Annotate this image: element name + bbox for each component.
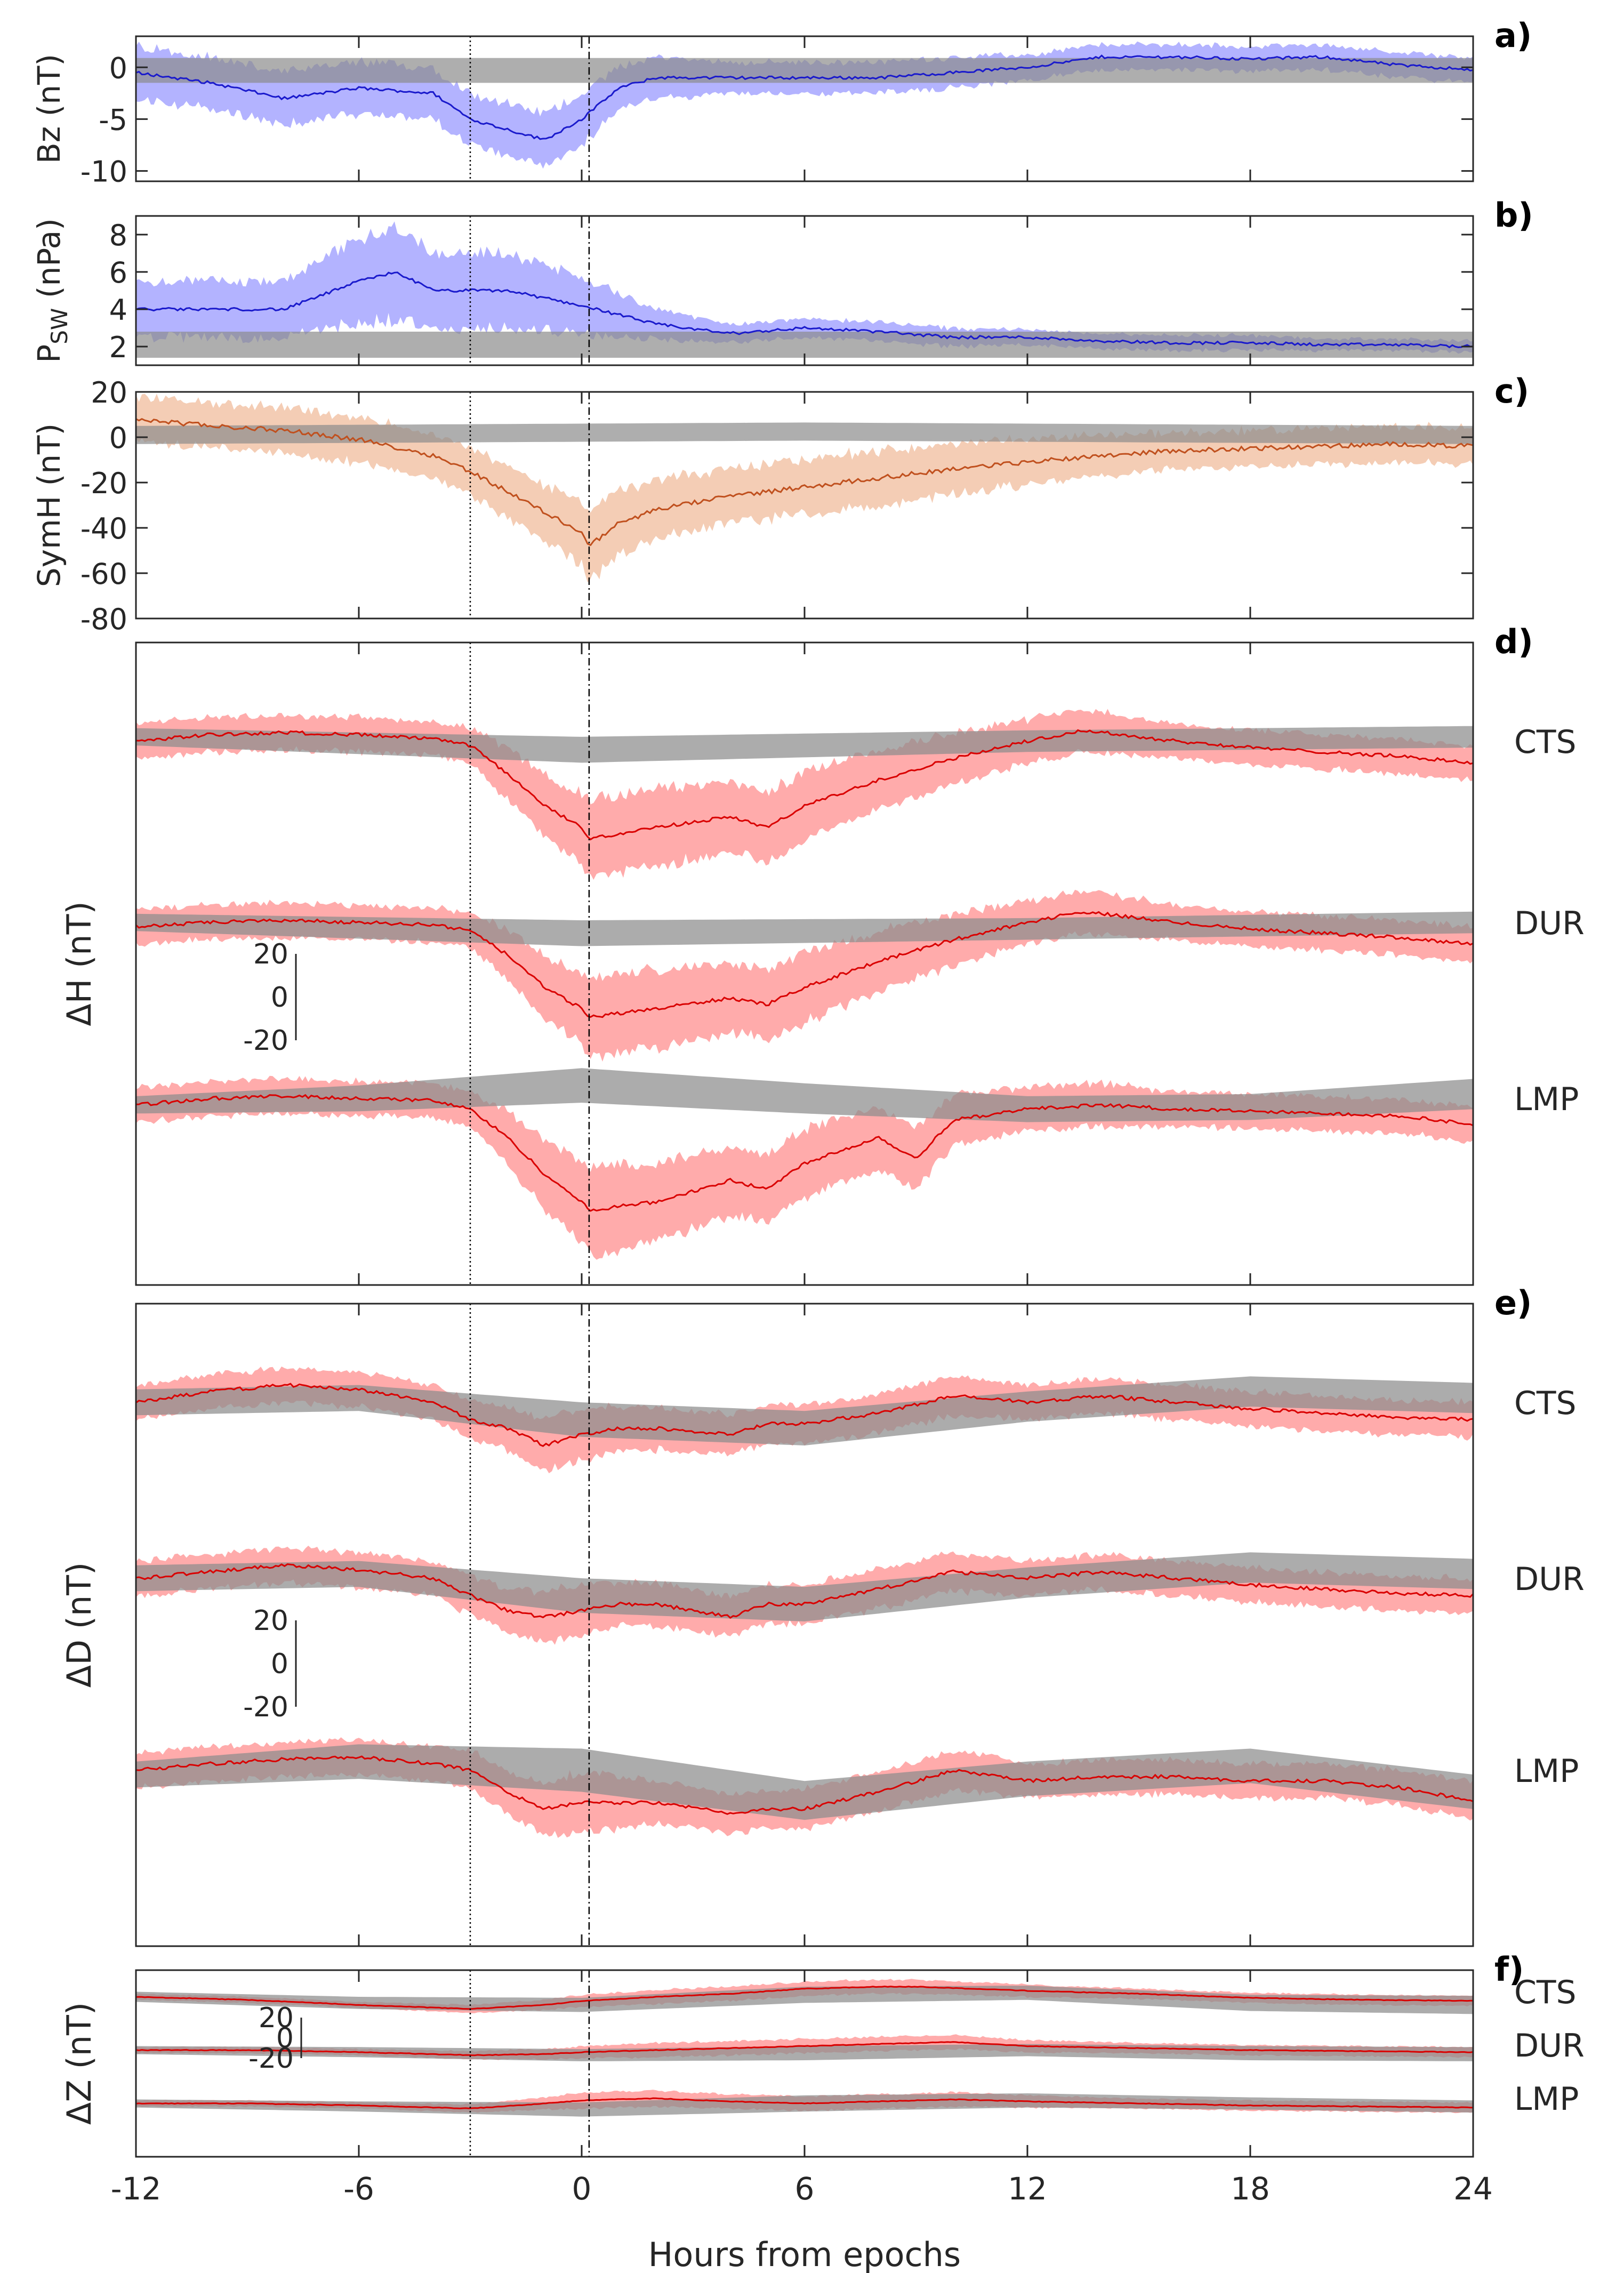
x-tick-label: 6 — [795, 2171, 815, 2207]
series-line-Psw — [136, 271, 1473, 349]
y-tick-label: 2 — [109, 331, 127, 364]
y-tick-label: -80 — [81, 603, 127, 636]
panel-f: CTS DUR LMP 200-20 ΔZ (nT) f) — [60, 1950, 1585, 2158]
y-axis-label: ΔH (nT) — [60, 901, 99, 1026]
station-label-DUR: DUR — [1514, 905, 1585, 942]
baseline-band-CTS — [136, 1376, 1473, 1445]
station-line-DUR — [136, 1563, 1473, 1619]
scale-bar-label: -20 — [243, 1025, 288, 1057]
scale-bar-label: 20 — [253, 938, 288, 970]
plot-area — [136, 1979, 1473, 2117]
x-tick-label: 0 — [572, 2171, 592, 2207]
station-label-LMP: LMP — [1514, 1081, 1579, 1118]
x-tick-label: -12 — [111, 2171, 162, 2207]
panel-letter: b) — [1494, 196, 1533, 235]
panel-letter: f) — [1494, 1950, 1524, 1989]
baseline-band — [136, 58, 1473, 83]
panel-letter: c) — [1494, 372, 1529, 411]
scale-bar-label: 0 — [276, 2022, 294, 2054]
scale-bar-label: 0 — [271, 1648, 288, 1680]
panel-letter: a) — [1494, 16, 1532, 55]
station-label-CTS: CTS — [1514, 1974, 1577, 2011]
panel-letter: d) — [1494, 622, 1533, 661]
y-tick-label: 4 — [109, 293, 127, 327]
series-line-SymH — [136, 418, 1473, 547]
panel-c: -80 -60 -40 -20 0 20 SymH (nT) c) — [31, 372, 1529, 636]
scale-bar-label: 20 — [253, 1605, 288, 1637]
panel-a: -10 -5 0 Bz (nT) a) — [31, 16, 1532, 189]
y-tick-label: -40 — [81, 512, 127, 545]
baseline-band-CTS — [136, 1986, 1473, 2014]
panel-d: CTS DUR LMP 20 0 -20 ΔH (nT) d) — [60, 622, 1585, 1286]
y-tick-label: 20 — [91, 376, 127, 409]
y-tick-label: -20 — [81, 467, 127, 500]
station-line-CTS — [136, 1985, 1473, 2010]
baseline-band-LMP — [136, 1068, 1473, 1122]
station-line-LMP — [136, 1094, 1473, 1212]
y-axis-label: ΔZ (nT) — [60, 2002, 99, 2125]
y-tick-label: 0 — [109, 51, 127, 85]
baseline-band — [136, 422, 1473, 444]
scale-bar-label: -20 — [243, 1691, 288, 1723]
x-axis-label: Hours from epochs — [648, 2235, 961, 2273]
baseline-band-LMP — [136, 1744, 1473, 1820]
baseline-band-LMP — [136, 2093, 1473, 2117]
y-axis-label: ΔD (nT) — [60, 1562, 99, 1688]
plot-area — [136, 393, 1473, 583]
scale-bar-label: -20 — [248, 2043, 294, 2075]
station-line-LMP — [136, 1755, 1473, 1815]
panel-e: CTS DUR LMP 20 0 -20 ΔD (nT) e) — [60, 1283, 1585, 1947]
series-line-Bz — [136, 54, 1473, 140]
station-line-DUR — [136, 2041, 1473, 2057]
y-tick-label: 0 — [109, 421, 127, 455]
x-tick-label: 24 — [1453, 2171, 1493, 2207]
baseline-band-DUR — [136, 1552, 1473, 1621]
station-line-DUR — [136, 911, 1473, 1018]
plot-area — [136, 1366, 1473, 1838]
y-tick-label: 8 — [109, 219, 127, 252]
y-tick-label: -60 — [81, 557, 127, 591]
station-label-DUR: DUR — [1514, 2027, 1585, 2065]
x-tick-label: 12 — [1008, 2171, 1047, 2207]
plot-area — [136, 41, 1473, 169]
station-line-CTS — [136, 729, 1473, 841]
station-label-DUR: DUR — [1514, 1561, 1585, 1598]
station-label-CTS: CTS — [1514, 724, 1577, 761]
station-label-CTS: CTS — [1514, 1385, 1577, 1422]
station-label-LMP: LMP — [1514, 2081, 1579, 2118]
y-axis-label: SymH (nT) — [31, 423, 67, 587]
station-label-LMP: LMP — [1514, 1753, 1579, 1790]
scale-bar-label: 0 — [271, 982, 288, 1014]
y-axis-label: PSW (nPa) — [31, 218, 73, 363]
x-tick-label: -6 — [343, 2171, 374, 2207]
scale-bar-label: 20 — [259, 2002, 294, 2034]
y-tick-label: 6 — [109, 256, 127, 290]
station-line-CTS — [136, 1383, 1473, 1447]
panel-b: 2 46 8 PSW (nPa) b) — [31, 196, 1533, 366]
station-line-LMP — [136, 2097, 1473, 2109]
baseline-band — [136, 332, 1473, 358]
y-tick-label: -10 — [81, 155, 127, 189]
series-band-Bz — [136, 41, 1473, 169]
x-tick-label: 18 — [1231, 2171, 1270, 2207]
panel-letter: e) — [1494, 1283, 1532, 1322]
y-tick-label: -5 — [99, 103, 127, 136]
y-axis-label: Bz (nT) — [31, 54, 67, 164]
